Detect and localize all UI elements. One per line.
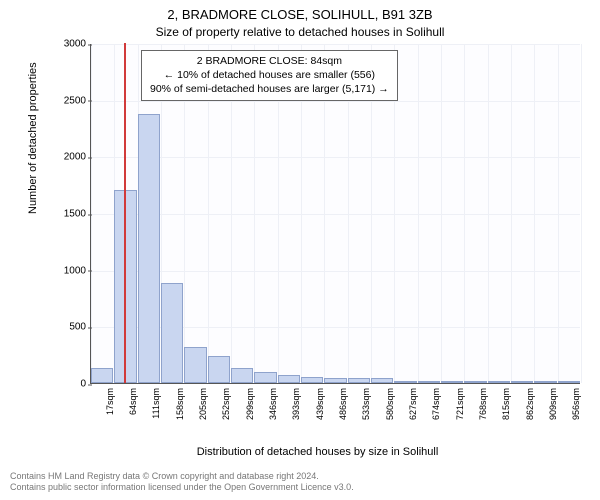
histogram-bar bbox=[231, 368, 253, 383]
x-tick-label: 627sqm bbox=[408, 388, 418, 438]
histogram-bar bbox=[91, 368, 113, 383]
x-tick-label: 956sqm bbox=[571, 388, 581, 438]
x-tick-label: 64sqm bbox=[128, 388, 138, 438]
x-tick-label: 862sqm bbox=[525, 388, 535, 438]
y-axis-label: Number of detached properties bbox=[27, 62, 39, 214]
x-tick-label: 111sqm bbox=[151, 388, 161, 438]
gridline-v bbox=[581, 44, 582, 383]
y-tick-label: 500 bbox=[46, 322, 86, 333]
histogram-bar bbox=[418, 381, 440, 383]
gridline-v bbox=[441, 44, 442, 383]
histogram-bar bbox=[464, 381, 486, 383]
histogram-bar bbox=[254, 372, 276, 383]
gridline-h bbox=[91, 157, 580, 158]
page-subtitle: Size of property relative to detached ho… bbox=[0, 24, 600, 40]
annotation-box: 2 BRADMORE CLOSE: 84sqm ← 10% of detache… bbox=[141, 50, 398, 101]
histogram-bar bbox=[394, 381, 416, 383]
histogram-bar bbox=[184, 347, 206, 383]
histogram-bar bbox=[208, 356, 230, 383]
y-tick-label: 1500 bbox=[46, 209, 86, 220]
histogram-bar bbox=[301, 377, 323, 383]
x-tick-label: 252sqm bbox=[221, 388, 231, 438]
histogram-bar bbox=[558, 381, 580, 383]
gridline-v bbox=[534, 44, 535, 383]
x-tick-label: 768sqm bbox=[478, 388, 488, 438]
x-tick-label: 486sqm bbox=[338, 388, 348, 438]
gridline-v bbox=[488, 44, 489, 383]
footer-line-2: Contains public sector information licen… bbox=[10, 482, 354, 494]
x-tick-label: 533sqm bbox=[361, 388, 371, 438]
histogram-chart: Number of detached properties 2 BRADMORE… bbox=[55, 44, 580, 424]
x-tick-label: 674sqm bbox=[431, 388, 441, 438]
gridline-h bbox=[91, 214, 580, 215]
property-marker-line bbox=[124, 43, 126, 383]
gridline-v bbox=[418, 44, 419, 383]
x-tick-label: 205sqm bbox=[198, 388, 208, 438]
plot-area: 2 BRADMORE CLOSE: 84sqm ← 10% of detache… bbox=[90, 44, 580, 384]
histogram-bar bbox=[278, 375, 300, 383]
histogram-bar bbox=[371, 378, 393, 383]
y-tick-label: 2500 bbox=[46, 95, 86, 106]
x-tick-label: 158sqm bbox=[175, 388, 185, 438]
annotation-line-2: ← 10% of detached houses are smaller (55… bbox=[150, 68, 389, 82]
x-tick-label: 909sqm bbox=[548, 388, 558, 438]
gridline-v bbox=[464, 44, 465, 383]
x-axis-label: Distribution of detached houses by size … bbox=[55, 446, 580, 458]
histogram-bar bbox=[138, 114, 160, 383]
page-title: 2, BRADMORE CLOSE, SOLIHULL, B91 3ZB bbox=[0, 0, 600, 24]
y-tick-label: 3000 bbox=[46, 39, 86, 50]
histogram-bar bbox=[534, 381, 556, 383]
annotation-line-3: 90% of semi-detached houses are larger (… bbox=[150, 82, 389, 96]
x-tick-label: 299sqm bbox=[245, 388, 255, 438]
gridline-v bbox=[558, 44, 559, 383]
footer-line-1: Contains HM Land Registry data © Crown c… bbox=[10, 471, 354, 483]
x-tick-label: 393sqm bbox=[291, 388, 301, 438]
histogram-bar bbox=[441, 381, 463, 383]
y-tick-label: 0 bbox=[46, 379, 86, 390]
x-tick-label: 17sqm bbox=[105, 388, 115, 438]
x-tick-label: 346sqm bbox=[268, 388, 278, 438]
histogram-bar bbox=[511, 381, 533, 383]
histogram-bar bbox=[324, 378, 346, 383]
histogram-bar bbox=[348, 378, 370, 383]
gridline-h bbox=[91, 44, 580, 45]
gridline-h bbox=[91, 271, 580, 272]
x-tick-label: 721sqm bbox=[455, 388, 465, 438]
gridline-h bbox=[91, 101, 580, 102]
y-tick-label: 2000 bbox=[46, 152, 86, 163]
histogram-bar bbox=[488, 381, 510, 383]
x-tick-label: 580sqm bbox=[385, 388, 395, 438]
x-tick-label: 439sqm bbox=[315, 388, 325, 438]
gridline-v bbox=[511, 44, 512, 383]
histogram-bar bbox=[161, 283, 183, 383]
y-tick-label: 1000 bbox=[46, 265, 86, 276]
annotation-line-1: 2 BRADMORE CLOSE: 84sqm bbox=[150, 54, 389, 68]
x-tick-label: 815sqm bbox=[501, 388, 511, 438]
footer-attribution: Contains HM Land Registry data © Crown c… bbox=[10, 471, 354, 494]
